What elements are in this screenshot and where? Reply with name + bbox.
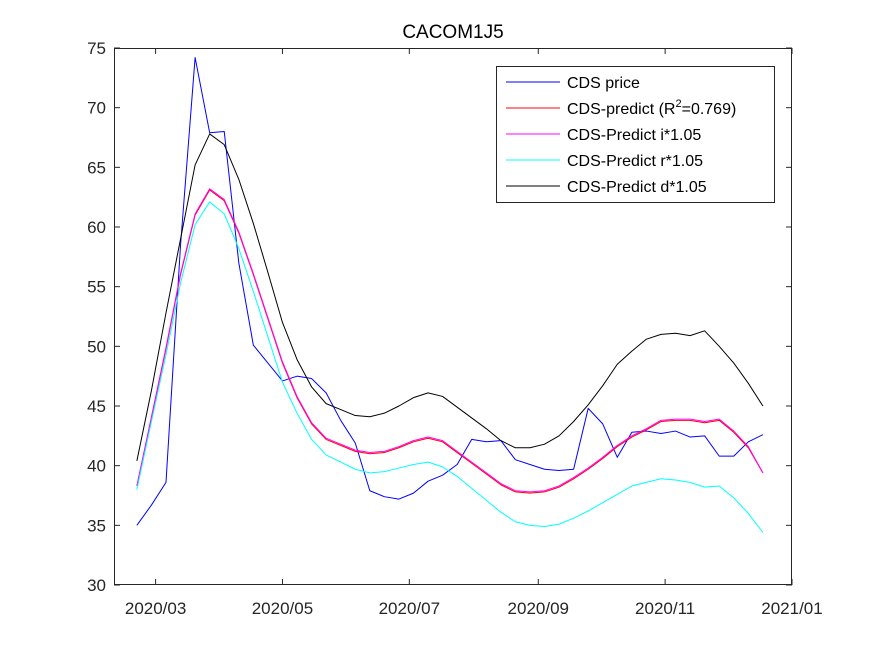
chart-title: CACOM1J5 — [402, 22, 503, 43]
y-tick-label: 50 — [87, 337, 106, 356]
x-tick-label: 2020/03 — [125, 599, 186, 618]
y-tick-label: 60 — [87, 218, 106, 237]
x-tick-label: 2020/09 — [508, 599, 569, 618]
series-line-2 — [136, 188, 764, 493]
y-tick-label: 70 — [87, 99, 106, 118]
y-tick-label: 75 — [87, 39, 106, 58]
x-tick-label: 2020/07 — [379, 599, 440, 618]
legend-label-1: CDS-predict (R2=0.769) — [567, 98, 736, 118]
x-tick-label: 2020/11 — [635, 599, 695, 618]
y-tick-label: 30 — [87, 576, 106, 595]
axes-box — [114, 48, 792, 585]
series-line-4 — [136, 133, 764, 461]
legend-label-0: CDS price — [567, 75, 640, 92]
x-tick-label: 2020/05 — [252, 599, 313, 618]
y-tick-label: 45 — [87, 397, 106, 416]
y-tick-label: 55 — [87, 278, 106, 297]
y-tick-label: 65 — [87, 158, 106, 177]
series-layer — [136, 57, 764, 533]
legend: CDS price CDS-predict (R2=0.769) CDS-Predi… — [496, 66, 775, 203]
legend-label-3: CDS-Predict r*1.05 — [567, 153, 703, 170]
ticks-layer: 30 35 40 45 50 55 60 65 70 75 2020/03 2020/05 2020/0… — [87, 39, 823, 618]
y-tick-label: 35 — [87, 516, 106, 535]
legend-label-2: CDS-Predict i*1.05 — [567, 127, 701, 144]
series-line-3 — [136, 201, 764, 533]
y-tick-label: 40 — [87, 457, 106, 476]
series-line-0 — [136, 57, 764, 526]
legend-label-4: CDS-Predict d*1.05 — [567, 179, 707, 196]
x-tick-label: 2021/01 — [761, 599, 822, 618]
